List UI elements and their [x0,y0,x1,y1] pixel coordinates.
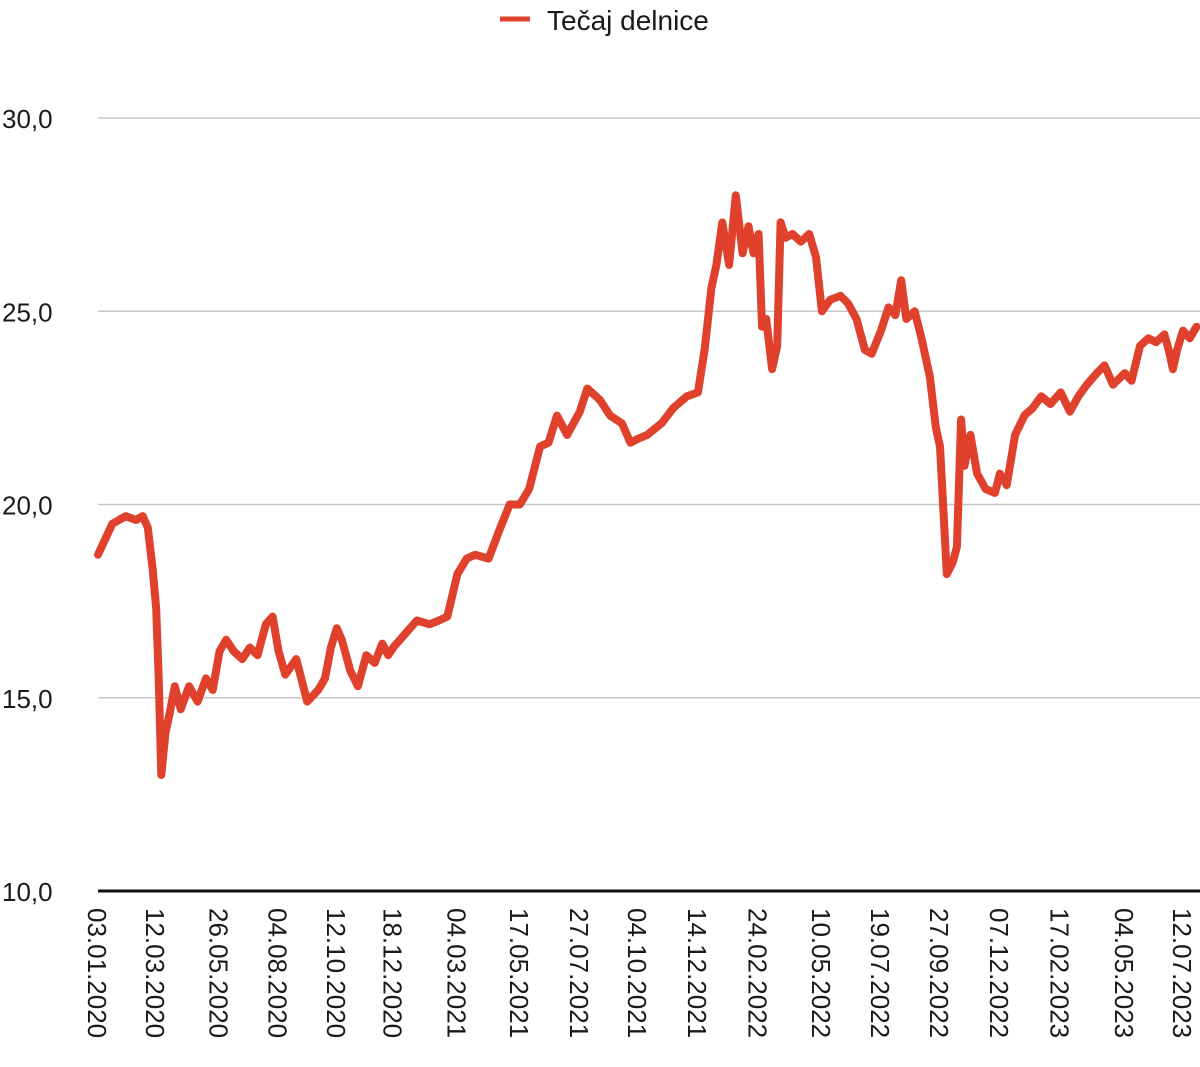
y-tick-label: 20,0 [2,491,53,521]
x-axis-tick-labels: 03.01.2020 12.03.2020 26.05.2020 04.08.2020… [82,908,1197,1038]
x-tick-label: 17.02.2023 [1045,908,1075,1038]
y-tick-label: 15,0 [2,684,53,714]
x-tick-label: 14.12.2021 [682,908,712,1038]
y-tick-label: 25,0 [2,297,53,327]
x-tick-label: 24.02.2022 [743,908,773,1038]
y-tick-label: 10,0 [2,877,53,907]
x-tick-label: 10.05.2022 [806,908,836,1038]
x-tick-label: 07.12.2022 [984,908,1014,1038]
x-tick-label: 12.03.2020 [140,908,170,1038]
x-tick-label: 27.09.2022 [924,908,954,1038]
x-tick-label: 26.05.2020 [203,908,233,1038]
x-tick-label: 04.03.2021 [441,908,471,1038]
x-tick-label: 04.05.2023 [1109,908,1139,1038]
series-line-tecaj-delnice [94,191,1200,779]
x-tick-label: 18.12.2020 [377,908,407,1038]
x-tick-label: 04.10.2021 [622,908,652,1038]
x-tick-label: 17.05.2021 [504,908,534,1038]
x-tick-label: 03.01.2020 [82,908,112,1038]
legend: Tečaj delnice [500,5,709,36]
x-tick-label: 27.07.2021 [564,908,594,1038]
y-tick-label: 30,0 [2,104,53,134]
x-tick-label: 19.07.2022 [865,908,895,1038]
legend-label: Tečaj delnice [547,5,709,36]
x-tick-label: 12.10.2020 [321,908,351,1038]
x-tick-label: 12.07.2023 [1167,908,1197,1038]
gridlines [98,117,1200,699]
x-tick-label: 04.08.2020 [263,908,293,1038]
y-axis-tick-labels: 10,0 15,0 20,0 25,0 30,0 [2,104,53,907]
